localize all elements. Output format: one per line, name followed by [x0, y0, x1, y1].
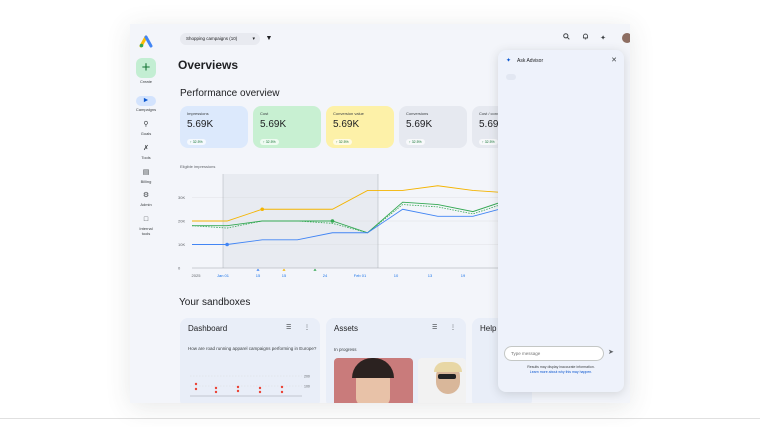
x-tick-label: 2025	[192, 273, 202, 278]
y-tick-label: 10K	[178, 242, 185, 247]
insights-icon[interactable]: ☰	[286, 325, 292, 331]
main-content: Overviews Performance overview Impressio…	[178, 54, 540, 403]
sparkle-icon: ✦	[506, 58, 512, 64]
trophy-icon: ⚲	[143, 121, 149, 128]
data-point	[225, 242, 229, 247]
x-tick-label: 10	[394, 273, 399, 278]
nav-item-campaigns[interactable]: ► Campaigns	[135, 96, 157, 112]
data-point	[330, 219, 335, 223]
megaphone-icon: ►	[136, 96, 156, 106]
more-vert-icon[interactable]: ⋮	[304, 325, 310, 331]
filter-icon[interactable]: ▼	[265, 35, 273, 42]
campaign-selector[interactable]: Shopping campaigns (10) ▾	[180, 33, 260, 45]
chart-title: Eligible impressions	[180, 164, 216, 169]
loading-placeholder	[506, 74, 516, 80]
divider	[0, 418, 760, 419]
x-tick-label: Jan 01	[217, 273, 230, 278]
nav-item-goals[interactable]: ⚲ Goals	[130, 120, 162, 136]
metric-card-conversion-value[interactable]: Conversion value 5.69K ↑ 32.5%	[326, 106, 394, 148]
x-tick-label: 15	[256, 273, 261, 278]
x-tick-label: 13	[428, 273, 433, 278]
metric-card-cost[interactable]: Cost 5.69K ↑ 32.5%	[253, 106, 321, 148]
send-icon[interactable]: ➤	[608, 349, 614, 356]
page-title: Overviews	[178, 58, 239, 72]
search-icon[interactable]	[560, 33, 572, 45]
y-tick-label: 0	[178, 265, 181, 270]
sandboxes-title: Your sandboxes	[179, 297, 251, 308]
close-icon[interactable]: ✕	[611, 57, 617, 64]
performance-chart: 0 10K 20K 30K 2025 Jan 01 15 15 24 Feb 01 10 13 19	[178, 174, 508, 278]
credit-card-icon: ▤	[142, 169, 150, 176]
nav-item-billing[interactable]: ▤ Billing	[130, 168, 162, 184]
svg-text:100: 100	[304, 385, 310, 389]
advisor-sparkle-icon[interactable]: ✦	[600, 35, 606, 42]
ads-app-window: + Create ► Campaigns ⚲ Goals ✗ Tools ▤ B…	[130, 24, 630, 403]
avatar[interactable]	[622, 33, 630, 43]
nav-item-internal-tools[interactable]: □ Internal tools	[130, 215, 162, 236]
metric-card-impressions[interactable]: Impressions 5.69K ↑ 32.5%	[180, 106, 248, 148]
asset-image-portrait[interactable]	[334, 358, 413, 403]
x-tick-label: 15	[282, 273, 287, 278]
metric-card-conversions[interactable]: Conversions 5.69K ↑ 32.5%	[399, 106, 467, 148]
y-tick-label: 30K	[178, 195, 185, 200]
left-nav: + Create ► Campaigns ⚲ Goals ✗ Tools ▤ B…	[130, 24, 162, 403]
series-line-2	[192, 206, 508, 245]
svg-text:200: 200	[304, 375, 310, 379]
asset-image-sunglasses[interactable]	[418, 358, 466, 403]
gear-icon: ⚙	[142, 192, 150, 199]
x-tick-label: 19	[461, 273, 466, 278]
advisor-panel: ✦ Ask Advisor ✕ ➤ Results may display in…	[498, 50, 624, 392]
sandbox-card-assets[interactable]: Assets ☰ ⋮ In progress	[326, 318, 466, 403]
reference-series-line	[191, 201, 508, 234]
mini-chart: 200 100	[190, 375, 310, 397]
data-point	[260, 207, 265, 212]
sandbox-card-dashboard[interactable]: Dashboard ☰ ⋮ How are road running appar…	[180, 318, 320, 403]
message-input[interactable]	[504, 346, 604, 361]
notifications-icon[interactable]	[579, 33, 591, 45]
series-line-0	[192, 185, 508, 222]
event-marker	[282, 268, 286, 271]
chevron-down-icon: ▾	[252, 36, 255, 42]
x-tick-label: 24	[323, 273, 328, 278]
x-tick-label: Feb 01	[354, 273, 367, 278]
advisor-title: Ask Advisor	[517, 58, 544, 64]
series-line-1	[192, 199, 508, 234]
create-label: Create	[139, 79, 152, 84]
create-button[interactable]: +	[136, 58, 156, 78]
learn-more-link[interactable]: Learn more about why this may happen.	[529, 370, 593, 374]
tools-icon: ✗	[143, 145, 149, 152]
event-marker	[313, 268, 317, 271]
status-text: In progress	[334, 347, 357, 352]
event-marker	[256, 268, 260, 271]
nav-item-tools[interactable]: ✗ Tools	[130, 144, 162, 160]
y-tick-label: 20K	[178, 218, 185, 223]
top-bar: Shopping campaigns (10) ▾ ▼ ✦ ▾	[162, 24, 630, 54]
lock-icon: □	[143, 216, 149, 223]
google-ads-logo	[139, 35, 153, 48]
insights-icon[interactable]: ☰	[432, 325, 438, 331]
section-title: Performance overview	[180, 88, 280, 99]
more-vert-icon[interactable]: ⋮	[450, 325, 456, 331]
disclaimer: Results may display inaccurate informati…	[498, 365, 624, 375]
nav-item-admin[interactable]: ⚙ Admin	[130, 191, 162, 207]
